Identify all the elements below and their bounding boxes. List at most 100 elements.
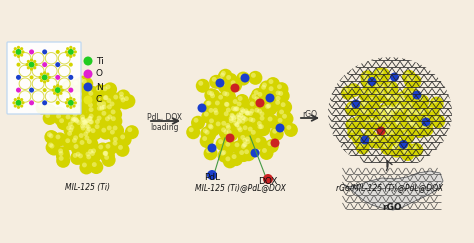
Circle shape (202, 128, 216, 142)
Circle shape (410, 108, 425, 122)
Circle shape (103, 151, 108, 156)
Circle shape (348, 103, 353, 108)
Circle shape (245, 111, 250, 116)
Circle shape (373, 81, 386, 95)
Circle shape (392, 106, 397, 111)
Circle shape (89, 113, 93, 119)
Circle shape (84, 125, 98, 139)
Circle shape (186, 125, 200, 139)
Circle shape (56, 114, 61, 119)
Circle shape (387, 110, 401, 124)
Circle shape (409, 105, 423, 119)
Circle shape (261, 85, 266, 90)
Circle shape (394, 119, 400, 123)
Circle shape (74, 90, 89, 104)
Circle shape (241, 115, 246, 120)
Circle shape (30, 68, 33, 71)
Circle shape (227, 130, 232, 135)
Circle shape (48, 133, 54, 138)
Circle shape (384, 94, 390, 99)
Circle shape (67, 123, 81, 137)
Circle shape (234, 123, 248, 138)
Circle shape (63, 136, 77, 150)
Circle shape (17, 55, 20, 58)
Circle shape (42, 74, 48, 80)
Circle shape (369, 136, 374, 141)
Circle shape (405, 72, 410, 77)
Circle shape (86, 105, 100, 119)
Circle shape (53, 107, 66, 121)
Circle shape (204, 99, 218, 113)
Circle shape (397, 105, 401, 110)
Circle shape (405, 100, 419, 114)
Circle shape (72, 116, 86, 130)
Circle shape (21, 50, 25, 53)
Circle shape (119, 95, 124, 100)
Circle shape (89, 147, 103, 160)
Circle shape (247, 99, 261, 113)
Circle shape (16, 87, 21, 93)
Circle shape (229, 152, 243, 166)
Circle shape (85, 114, 99, 128)
Circle shape (68, 98, 82, 112)
Circle shape (226, 108, 231, 113)
Circle shape (218, 149, 231, 163)
Circle shape (432, 99, 437, 104)
Circle shape (275, 96, 281, 101)
Circle shape (237, 118, 242, 123)
Circle shape (263, 174, 273, 184)
Circle shape (360, 136, 369, 145)
Circle shape (55, 87, 61, 93)
Circle shape (230, 84, 239, 93)
Circle shape (221, 71, 226, 76)
Circle shape (249, 109, 255, 113)
Circle shape (226, 125, 231, 130)
Circle shape (374, 119, 379, 124)
Circle shape (366, 82, 371, 87)
Circle shape (268, 79, 273, 84)
Circle shape (101, 128, 106, 133)
Circle shape (12, 50, 16, 53)
Circle shape (380, 84, 384, 89)
Circle shape (216, 93, 229, 107)
Circle shape (83, 131, 88, 137)
Circle shape (113, 126, 118, 130)
Circle shape (228, 112, 242, 126)
Circle shape (408, 102, 412, 107)
Circle shape (232, 140, 246, 154)
Circle shape (386, 127, 391, 132)
Circle shape (234, 110, 248, 124)
Circle shape (78, 113, 91, 126)
Circle shape (120, 97, 126, 102)
Circle shape (270, 127, 284, 141)
Circle shape (226, 114, 240, 128)
Circle shape (109, 101, 115, 106)
Circle shape (97, 101, 102, 106)
Circle shape (401, 147, 415, 161)
Circle shape (205, 101, 210, 106)
Circle shape (361, 90, 366, 95)
Circle shape (434, 116, 439, 121)
Circle shape (88, 103, 93, 107)
Circle shape (212, 77, 217, 82)
Circle shape (64, 129, 79, 143)
Circle shape (73, 80, 78, 85)
Circle shape (207, 170, 217, 180)
Circle shape (430, 96, 444, 111)
Circle shape (392, 102, 406, 116)
Circle shape (220, 81, 225, 86)
Circle shape (20, 53, 23, 57)
Text: MIL-125 (Ti): MIL-125 (Ti) (65, 183, 110, 192)
Circle shape (80, 140, 84, 145)
Circle shape (16, 75, 21, 80)
Circle shape (69, 107, 73, 112)
Circle shape (377, 119, 382, 124)
Circle shape (40, 79, 43, 82)
Circle shape (406, 117, 410, 122)
Circle shape (235, 122, 239, 127)
Circle shape (231, 115, 236, 120)
Circle shape (396, 120, 401, 125)
Circle shape (265, 104, 270, 109)
Circle shape (242, 134, 256, 148)
Circle shape (244, 110, 249, 115)
